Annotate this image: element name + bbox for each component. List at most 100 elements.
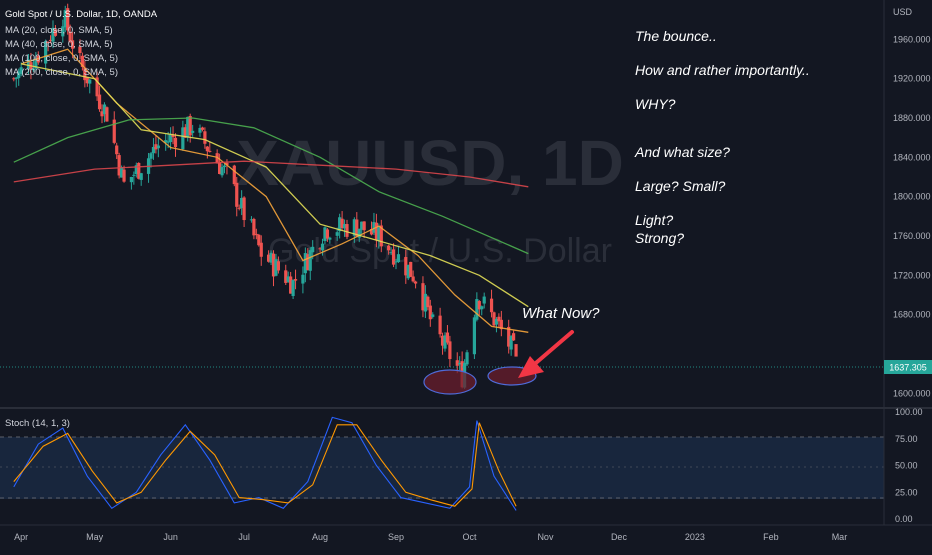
candle-body: [102, 104, 107, 115]
candle-body: [220, 167, 224, 176]
candle-body: [458, 362, 462, 365]
stoch-legend[interactable]: Stoch (14, 1, 3): [5, 418, 70, 429]
candle-body: [301, 274, 305, 284]
price-tick-label: 1800.000: [893, 192, 931, 202]
indicator-ma40[interactable]: MA (40, close, 0, SMA, 5): [5, 39, 113, 50]
candle-body: [391, 249, 396, 265]
candle-body: [480, 306, 484, 310]
candle-body: [426, 296, 430, 308]
candle-body: [252, 218, 256, 236]
candle-body: [254, 233, 258, 235]
price-tick-label: 1880.000: [893, 113, 931, 123]
candle-body: [286, 276, 290, 282]
candle-body: [61, 26, 65, 37]
candle-body: [284, 270, 288, 283]
note-line: Light?: [635, 212, 673, 228]
stoch-scale[interactable]: 100.00 75.00 50.00 25.00 0.00: [895, 407, 923, 524]
candle-body: [303, 253, 307, 274]
stoch-tick-label: 100.00: [895, 407, 923, 417]
candle-body: [134, 165, 138, 175]
candle-body: [117, 155, 121, 176]
stoch-line-k: [13, 416, 517, 511]
candle-body: [46, 41, 50, 43]
time-tick-label: Dec: [611, 532, 628, 542]
candle-body: [291, 280, 295, 297]
time-scale[interactable]: Apr May Jun Jul Aug Sep Oct Nov Dec 2023 Feb Mar: [14, 532, 847, 542]
candle-body: [63, 10, 67, 28]
stochastic-group: [13, 416, 517, 511]
note-line: Large? Small?: [635, 178, 725, 194]
candle-body: [83, 67, 87, 81]
note-line: The bounce..: [635, 28, 717, 44]
stoch-tick-label: 50.00: [895, 461, 918, 471]
candle-body: [379, 225, 383, 247]
time-tick-label: Jul: [238, 532, 250, 542]
candle-body: [100, 111, 104, 117]
candle-body: [406, 264, 410, 279]
candle-body: [494, 318, 499, 325]
candle-body: [269, 252, 273, 263]
candle-body: [428, 305, 432, 320]
candle-body: [205, 146, 209, 152]
symbol-title[interactable]: Gold Spot / U.S. Dollar, 1D, OANDA: [5, 9, 158, 20]
candle-body: [293, 279, 298, 281]
candle-body: [440, 335, 445, 346]
candle-body: [129, 176, 133, 183]
candle-body: [95, 77, 99, 97]
candle-body: [120, 167, 124, 178]
candle-body: [360, 221, 364, 230]
time-tick-label: Mar: [832, 532, 848, 542]
candle-body: [276, 261, 280, 271]
candle-body: [19, 67, 23, 74]
price-tick-label: 1600.000: [893, 388, 931, 398]
low-highlight-1: [423, 369, 477, 395]
price-tick-label: 1720.000: [893, 270, 931, 280]
time-tick-label: Jun: [163, 532, 178, 542]
time-tick-label: Apr: [14, 532, 28, 542]
candle-body: [306, 254, 310, 271]
candle-body: [271, 253, 276, 277]
candle-body: [235, 182, 239, 207]
candle-body: [71, 40, 75, 49]
candle-body: [53, 29, 58, 36]
candle-body: [489, 298, 494, 313]
notes-block: The bounce.. How and rather importantly.…: [634, 28, 810, 246]
ma-line-ma200: [13, 160, 529, 188]
candle-body: [112, 119, 116, 143]
candle-body: [249, 219, 254, 221]
candle-body: [48, 39, 53, 42]
candle-body: [340, 218, 344, 229]
candle-body: [445, 332, 450, 343]
ma-line-ma40: [21, 63, 529, 308]
candle-body: [218, 162, 222, 174]
indicator-ma200[interactable]: MA (200, close, 0, SMA, 5): [5, 67, 118, 78]
candle-body: [222, 165, 227, 168]
indicator-ma100[interactable]: MA (100, close, 0, SMA, 5): [5, 53, 118, 64]
candle-body: [151, 146, 156, 154]
indicator-ma20[interactable]: MA (20, close, 0, SMA, 5): [5, 25, 113, 36]
candle-body: [12, 78, 16, 80]
callout-text: What Now?: [522, 305, 600, 322]
candle-body: [396, 254, 401, 263]
candle-body: [438, 315, 442, 335]
candle-body: [387, 245, 391, 251]
candle-body-last: [514, 344, 518, 357]
candle-body: [137, 162, 141, 179]
candle-body: [97, 94, 102, 110]
candle-body: [171, 134, 175, 138]
candle-body: [203, 131, 207, 144]
candle-body: [394, 261, 398, 263]
candle-body: [289, 276, 293, 294]
candle-body: [472, 317, 476, 355]
candle-body: [259, 242, 263, 257]
candle-body: [240, 197, 244, 209]
price-tick-label: 1680.000: [893, 310, 931, 320]
candle-body: [34, 58, 38, 69]
candle-body: [88, 79, 92, 84]
candle-body: [139, 173, 143, 180]
candle-body: [164, 140, 168, 143]
price-scale[interactable]: 1960.000 1920.000 1880.000 1840.000 1800.000…: [893, 34, 931, 398]
candle-body: [507, 326, 511, 347]
